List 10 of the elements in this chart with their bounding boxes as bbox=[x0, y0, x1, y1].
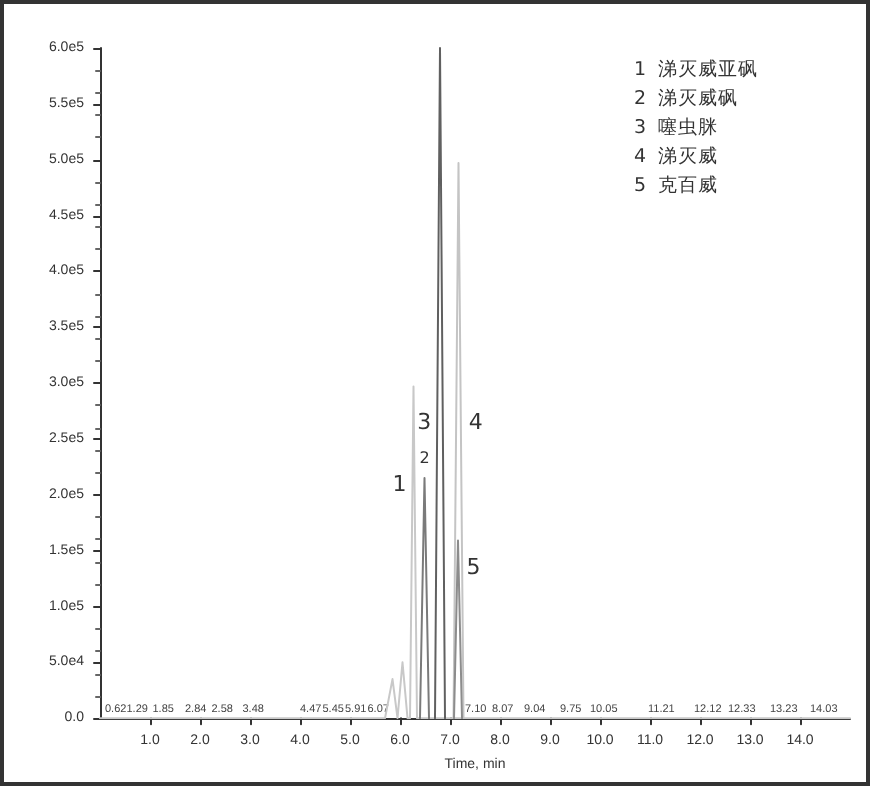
annotation: 5 克百威 bbox=[634, 173, 719, 197]
annotation: 4 涕灭威 bbox=[634, 144, 719, 168]
annotation: 1 涕灭威亚砜 bbox=[634, 57, 759, 81]
annotation: 2 涕灭威砜 bbox=[634, 86, 739, 110]
annotation: 2 bbox=[419, 449, 430, 468]
annotation: 4 bbox=[468, 409, 483, 436]
annotation: 3 噻虫脒 bbox=[634, 115, 719, 139]
annotation: 1 bbox=[392, 470, 407, 497]
annotation: 3 bbox=[417, 409, 432, 436]
annotation: 5 bbox=[466, 554, 481, 581]
